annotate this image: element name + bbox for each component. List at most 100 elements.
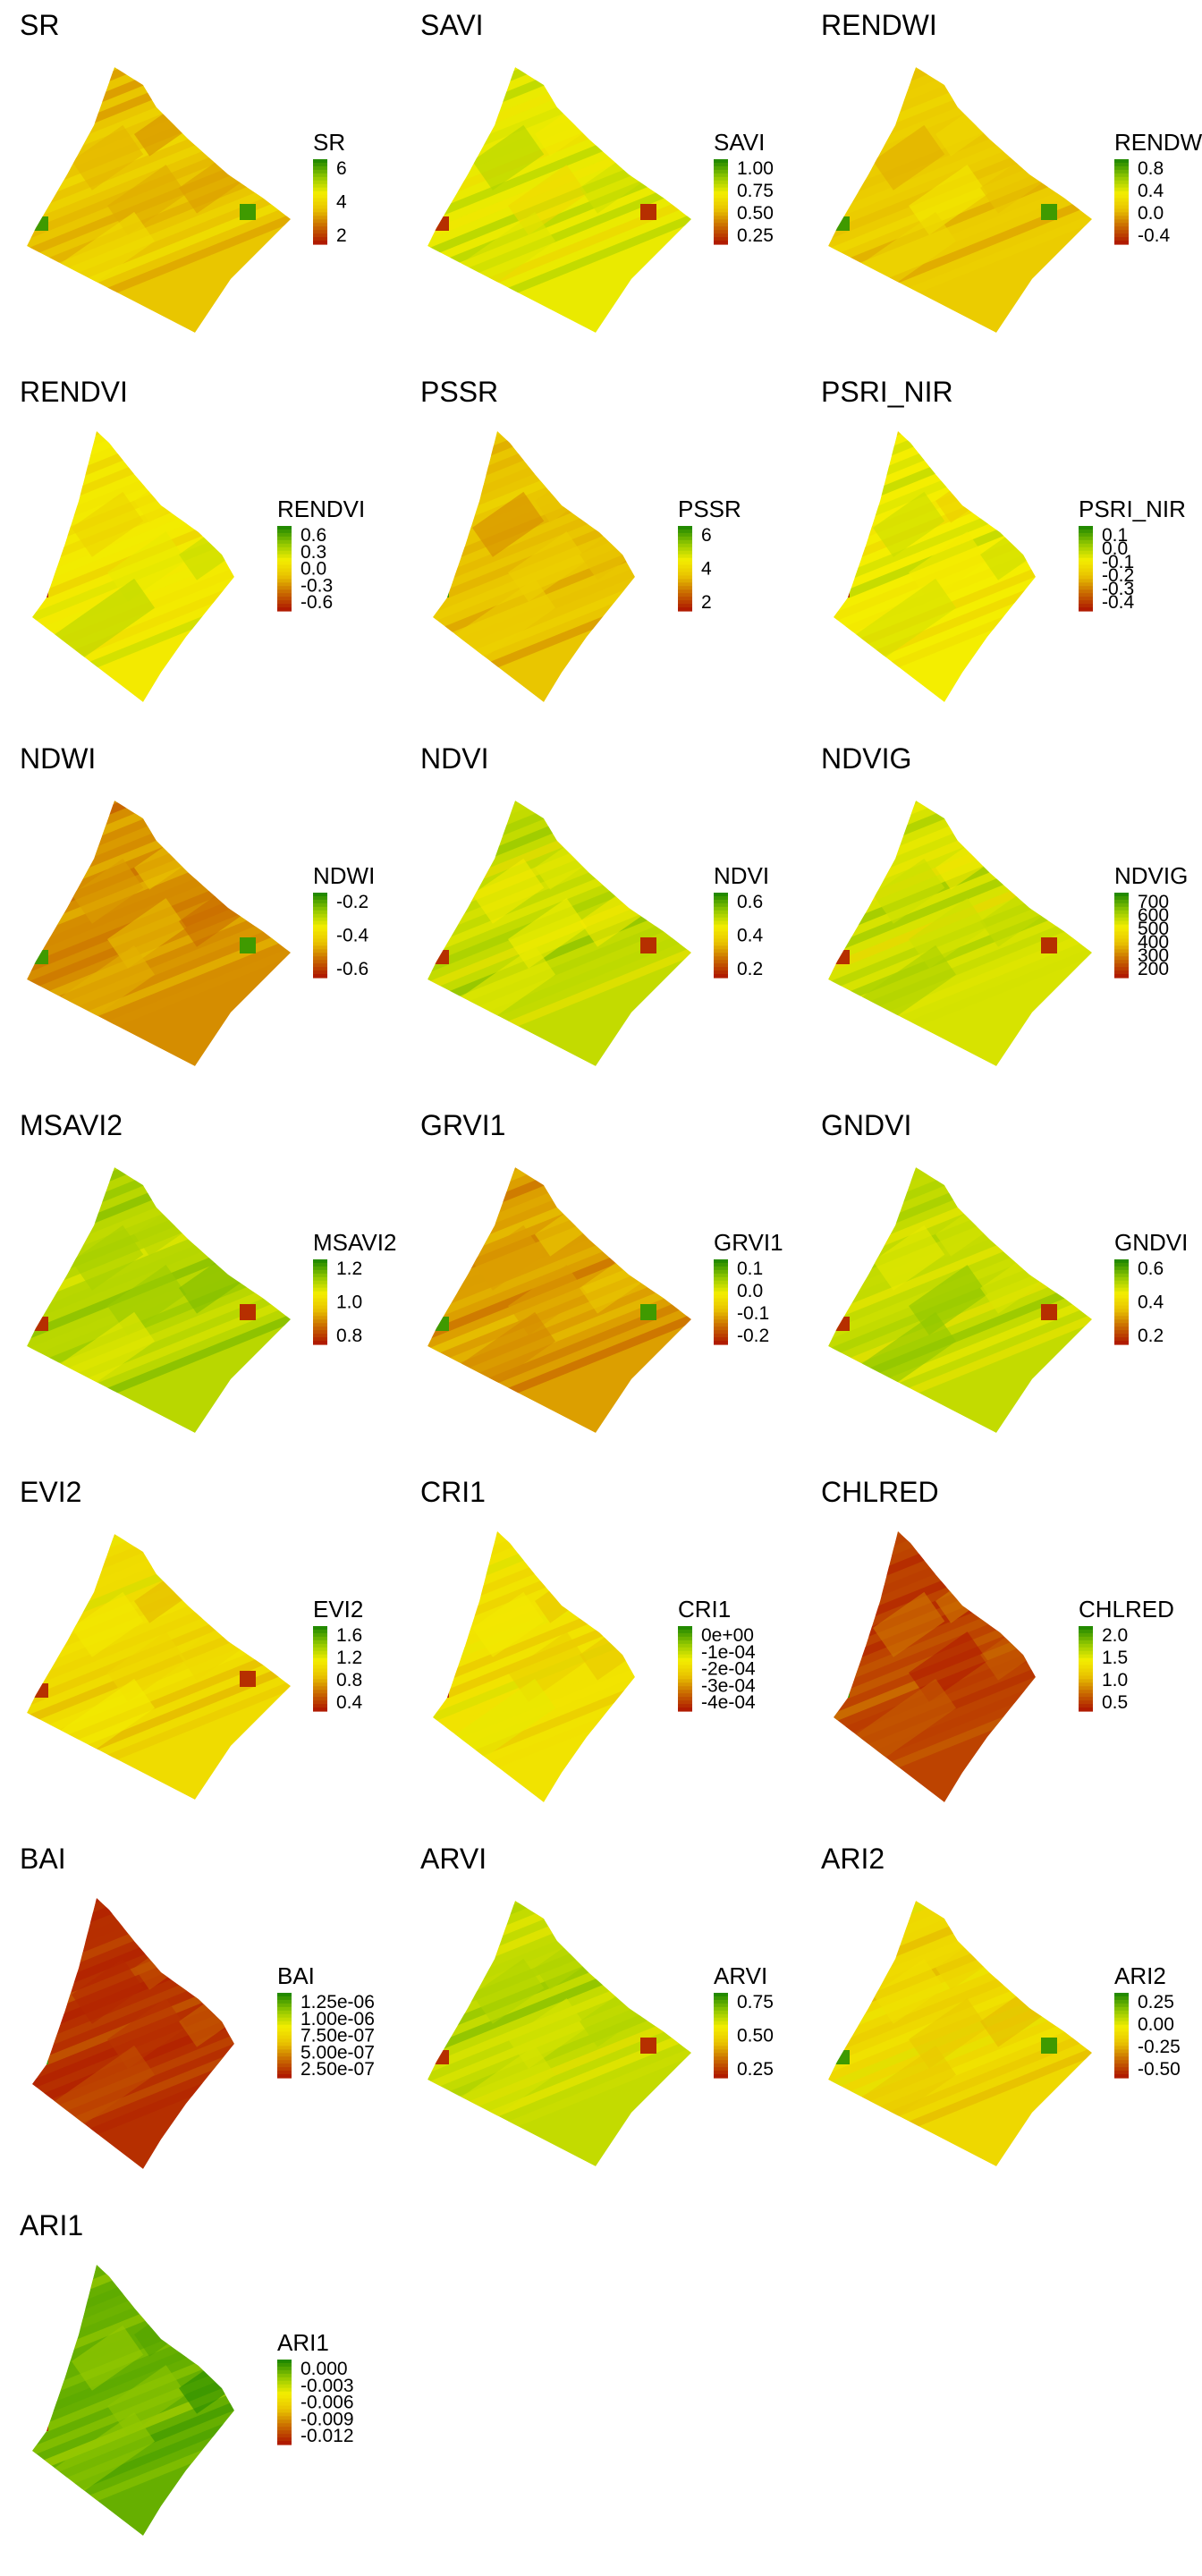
legend-color-step <box>1114 1334 1129 1338</box>
legend-tick-label: 0.4 <box>737 926 764 946</box>
legend-color-step <box>714 1276 728 1282</box>
legend-color-step <box>1114 191 1129 196</box>
map-panel-ari2: ARI2 ARI2 0.25 0.00 -0.25 -0.50 <box>801 1834 1202 2200</box>
legend-color-step <box>313 1672 327 1677</box>
legend-title: ARVI <box>714 1962 767 1989</box>
legend-color-step <box>313 1309 327 1313</box>
raster-strip <box>27 1181 291 1351</box>
legend-color-step <box>678 1697 692 1701</box>
hotspot-pixel <box>240 1671 256 1687</box>
legend-color-step <box>714 1309 728 1313</box>
legend-color-step <box>1114 2031 1129 2037</box>
raster-block <box>54 2045 156 2131</box>
raster-strip <box>32 2265 234 2379</box>
legend-color-step <box>1114 208 1129 213</box>
raster-strip <box>427 67 691 89</box>
legend-color-step <box>714 2042 728 2046</box>
raster-block <box>472 1224 545 1291</box>
legend-title: SAVI <box>714 129 765 156</box>
legend-color-step <box>277 2430 292 2435</box>
raster-map: BAI 1.25e-061.00e-067.50e-075.00e-072.50e… <box>32 1898 375 2169</box>
legend-color-step <box>714 2071 728 2075</box>
legend-color-step <box>1079 604 1093 608</box>
legend-tick-label: -0.25 <box>1138 2037 1181 2057</box>
legend-color-step <box>1114 1309 1129 1313</box>
raster-strip <box>433 519 635 689</box>
legend-color-step <box>1114 1337 1129 1342</box>
legend-color-step <box>313 1269 327 1275</box>
legend-title: BAI <box>277 1962 315 1989</box>
raster-strip <box>828 67 1092 143</box>
raster-block <box>72 1591 144 1657</box>
legend-color-step <box>1114 1316 1129 1320</box>
legend-color-step <box>678 1675 692 1680</box>
legend-color-step <box>277 547 292 552</box>
legend-color-step <box>1114 2053 1129 2057</box>
legend-color-step <box>277 2003 292 2008</box>
raster-strip <box>433 1531 635 1628</box>
legend-color-step <box>714 924 728 929</box>
legend-color-step <box>1079 1661 1093 1666</box>
legend-color-step <box>1079 554 1093 559</box>
legend-tick-label: -0.2 <box>1102 565 1134 586</box>
raster-strip <box>828 67 1092 125</box>
hotspot-pixel <box>640 1671 656 1687</box>
legend-title: ARI2 <box>1114 1962 1166 1989</box>
legend-color-step <box>714 917 728 922</box>
legend-color-step <box>714 1312 728 1317</box>
raster-strip <box>427 80 691 250</box>
legend-color-step <box>1114 2049 1129 2054</box>
legend-color-step <box>1079 543 1093 548</box>
hotspot-pixel <box>240 571 256 587</box>
legend-tick-label: -0.1 <box>737 1303 769 1324</box>
legend-color-step <box>1114 2042 1129 2046</box>
legend-color-step <box>277 586 292 590</box>
legend-color-step <box>277 557 292 563</box>
legend-color-step <box>714 159 728 164</box>
raster-map: ARI2 0.250.00-0.25-0.50 <box>828 1901 1181 2166</box>
legend-color-step <box>678 539 692 545</box>
legend-color-step <box>678 579 692 583</box>
map-panel-ndwi: NDWI NDWI -0.2 -0.4 -0.6 <box>0 733 401 1100</box>
legend-color-step <box>277 2387 292 2393</box>
legend-color-step <box>714 2006 728 2012</box>
raster-strip <box>433 431 635 510</box>
raster-block <box>855 578 957 665</box>
map-panel-psri_nir: PSRI_NIR PSRI_NIR 0.1 0.0 -0.1 -0.2 -0.3 -0.4 <box>801 367 1202 733</box>
legend-color-step <box>714 2031 728 2037</box>
legend-tick-label: -0.4 <box>1138 225 1171 246</box>
legend-color-step <box>1114 1269 1129 1275</box>
legend-color-step <box>714 169 728 174</box>
raster-strip <box>828 1181 1092 1351</box>
legend-color-step <box>277 2441 292 2445</box>
panel-title: NDWI <box>20 742 97 775</box>
legend-tick-label: -2e-04 <box>701 1659 756 1680</box>
legend-color-step <box>313 1291 327 1296</box>
legend-color-step <box>714 1341 728 1345</box>
legend-color-step <box>714 180 728 185</box>
legend-color-step <box>277 1993 292 1997</box>
legend-color-step <box>678 526 692 530</box>
legend-color-step <box>313 928 327 933</box>
legend-tick-label: -1e-04 <box>701 1642 756 1663</box>
legend-color-step <box>313 219 327 224</box>
legend-color-step <box>714 1266 728 1271</box>
legend-color-step <box>714 902 728 908</box>
legend-color-step <box>714 1316 728 1320</box>
legend-color-step <box>714 1305 728 1310</box>
raster-strip <box>32 1898 234 1959</box>
legend-color-step <box>313 1298 327 1303</box>
legend-color-step <box>1114 1326 1129 1331</box>
legend-color-step <box>1114 893 1129 897</box>
legend-color-step <box>1079 526 1093 530</box>
hotspot-pixel <box>640 2038 656 2054</box>
legend-color-step <box>1114 931 1129 936</box>
legend-color-step <box>1079 564 1093 570</box>
legend-color-step <box>313 208 327 213</box>
legend-color-step <box>678 1672 692 1677</box>
legend-color-step <box>714 956 728 961</box>
legend-color-step <box>1079 529 1093 534</box>
legend-color-step <box>313 162 327 167</box>
legend-tick-label: 0.00 <box>1138 2014 1174 2035</box>
legend-color-step <box>313 1626 327 1631</box>
